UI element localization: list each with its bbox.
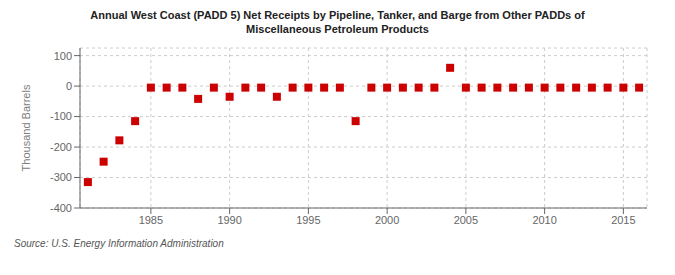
html-text:Source: U.S. Energy Informatio: Source: U.S. Energy Information Administ…	[14, 238, 224, 249]
svg-text:2015: 2015	[611, 214, 635, 226]
svg-text:0: 0	[66, 80, 72, 92]
svg-text:2005: 2005	[454, 214, 478, 226]
html-text:Miscellaneous Petroleum Produc: Miscellaneous Petroleum Products	[246, 23, 429, 35]
svg-text:100: 100	[54, 50, 72, 62]
svg-text:2000: 2000	[375, 214, 399, 226]
svg-text:-300: -300	[50, 171, 72, 183]
html-text:Annual West Coast (PADD 5) Net: Annual West Coast (PADD 5) Net Receipts …	[90, 9, 585, 21]
svg-text:-100: -100	[50, 110, 72, 122]
svg-text:1995: 1995	[296, 214, 320, 226]
svg-text:1985: 1985	[139, 214, 163, 226]
svg-text:2010: 2010	[532, 214, 556, 226]
svg-text:1990: 1990	[217, 214, 241, 226]
svg-text:Thousand Barrels: Thousand Barrels	[20, 84, 32, 171]
svg-text:-400: -400	[50, 202, 72, 214]
svg-text:-200: -200	[50, 141, 72, 153]
